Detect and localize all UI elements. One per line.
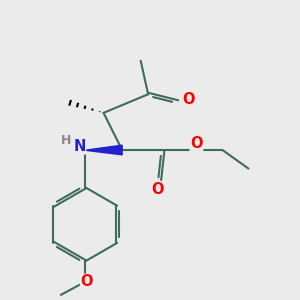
Text: O: O	[190, 136, 203, 151]
Polygon shape	[85, 145, 122, 155]
Text: O: O	[151, 182, 164, 196]
Text: N: N	[73, 139, 86, 154]
Text: O: O	[182, 92, 194, 107]
Text: O: O	[81, 274, 93, 290]
Text: H: H	[61, 134, 71, 147]
